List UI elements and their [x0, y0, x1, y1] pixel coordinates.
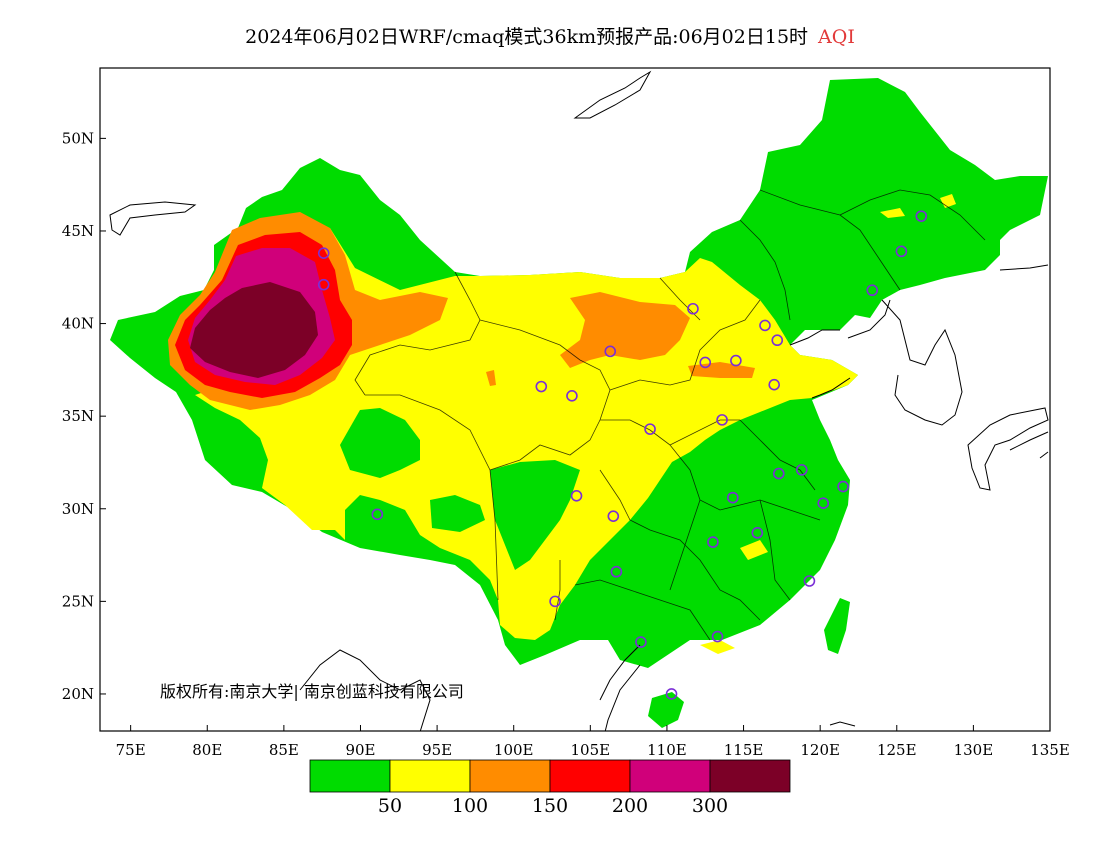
region-good	[490, 460, 580, 570]
station-marker	[699, 356, 712, 369]
lat-tick-label: 30N	[62, 500, 94, 518]
lat-tick-label: 35N	[62, 407, 94, 425]
lon-tick-label: 110E	[647, 741, 687, 759]
region-moderate	[740, 540, 768, 560]
region-sensitive	[486, 370, 496, 386]
lat-tick-label: 50N	[62, 129, 94, 147]
station-marker	[610, 565, 623, 578]
station-marker	[895, 245, 908, 258]
station-marker	[771, 334, 784, 347]
legend-swatch	[629, 759, 711, 793]
legend-label: 200	[612, 795, 648, 817]
legend-swatch	[309, 759, 391, 793]
map-layers: 版权所有:南京大学| 南京创蓝科技有限公司	[109, 70, 1049, 731]
station-marker	[730, 354, 742, 367]
region-good	[430, 495, 485, 532]
lon-tick-label: 105E	[571, 741, 611, 759]
title-main: 2024年06月02日WRF/cmaq模式36km预报产品:06月02日15时	[245, 26, 809, 48]
region-hazardous	[190, 282, 318, 378]
station-marker	[566, 389, 578, 402]
legend-label: 300	[692, 795, 728, 817]
region-moderate	[700, 640, 735, 654]
lon-tick-label: 135E	[1030, 741, 1070, 759]
legend-swatch	[389, 759, 471, 793]
station-marker	[549, 595, 561, 608]
map-frame	[99, 67, 1051, 732]
lon-tick-label: 75E	[116, 741, 146, 759]
station-marker	[644, 423, 656, 435]
lon-tick-label: 90E	[345, 741, 375, 759]
aqi-legend: 50 100 150 200 300	[309, 759, 791, 817]
legend-swatch	[469, 759, 551, 793]
lat-tick-label: 45N	[62, 222, 94, 240]
station-marker	[711, 630, 724, 643]
lon-tick-label: 100E	[494, 741, 534, 759]
region-moderate	[880, 208, 905, 218]
lon-tick-label: 80E	[192, 741, 222, 759]
station-marker	[665, 688, 678, 700]
station-marker	[803, 575, 816, 587]
station-marker	[817, 497, 830, 510]
station-marker	[727, 491, 739, 504]
region-sensitive	[688, 362, 755, 378]
station-marker	[317, 278, 330, 291]
station-marker	[707, 536, 719, 548]
station-marker	[866, 284, 879, 297]
station-marker	[317, 247, 330, 259]
station-marker	[607, 510, 620, 522]
station-marker	[570, 490, 583, 502]
legend-label: 100	[452, 795, 488, 817]
region-sensitive	[560, 292, 690, 368]
lon-axis: 75E 80E 85E 90E 95E 100E 105E 110E 115E 120E 125E 1…	[116, 725, 1070, 759]
copyright-text: 版权所有:南京大学| 南京创蓝科技有限公司	[160, 682, 464, 701]
station-marker	[768, 378, 780, 391]
legend-label: 50	[378, 795, 402, 817]
station-marker	[687, 302, 699, 315]
station-marker	[371, 508, 384, 521]
copyright-block: 版权所有:南京大学| 南京创蓝科技有限公司	[160, 682, 464, 701]
coastlines	[109, 70, 1049, 731]
station-markers	[317, 210, 928, 700]
lon-tick-label: 125E	[877, 741, 917, 759]
station-marker	[604, 345, 617, 358]
station-marker	[716, 414, 728, 426]
lat-axis: 50N 45N 40N 35N 30N 25N 20N	[62, 129, 106, 703]
region-good	[648, 692, 684, 728]
lat-tick-label: 20N	[62, 685, 94, 703]
lon-tick-label: 130E	[954, 741, 994, 759]
station-marker	[759, 319, 771, 332]
lon-tick-label: 85E	[269, 741, 299, 759]
legend-label: 150	[532, 795, 568, 817]
station-marker	[915, 210, 928, 222]
title-variable: AQI	[818, 26, 855, 48]
lon-tick-label: 120E	[800, 741, 840, 759]
legend-swatch	[549, 759, 631, 793]
region-good	[390, 528, 418, 552]
lat-tick-label: 40N	[62, 315, 94, 333]
lon-tick-label: 95E	[422, 741, 452, 759]
station-marker	[751, 527, 764, 539]
station-marker	[795, 464, 808, 476]
station-marker	[535, 380, 548, 393]
station-marker	[635, 636, 647, 648]
lon-tick-label: 115E	[724, 741, 764, 759]
station-marker	[837, 480, 849, 493]
map-title: 2024年06月02日WRF/cmaq模式36km预报产品:06月02日15时 A…	[0, 22, 1100, 49]
lat-tick-label: 25N	[62, 592, 94, 610]
region-good	[824, 598, 850, 654]
region-good	[340, 408, 420, 478]
legend-swatch	[709, 759, 791, 793]
station-marker	[772, 467, 785, 480]
